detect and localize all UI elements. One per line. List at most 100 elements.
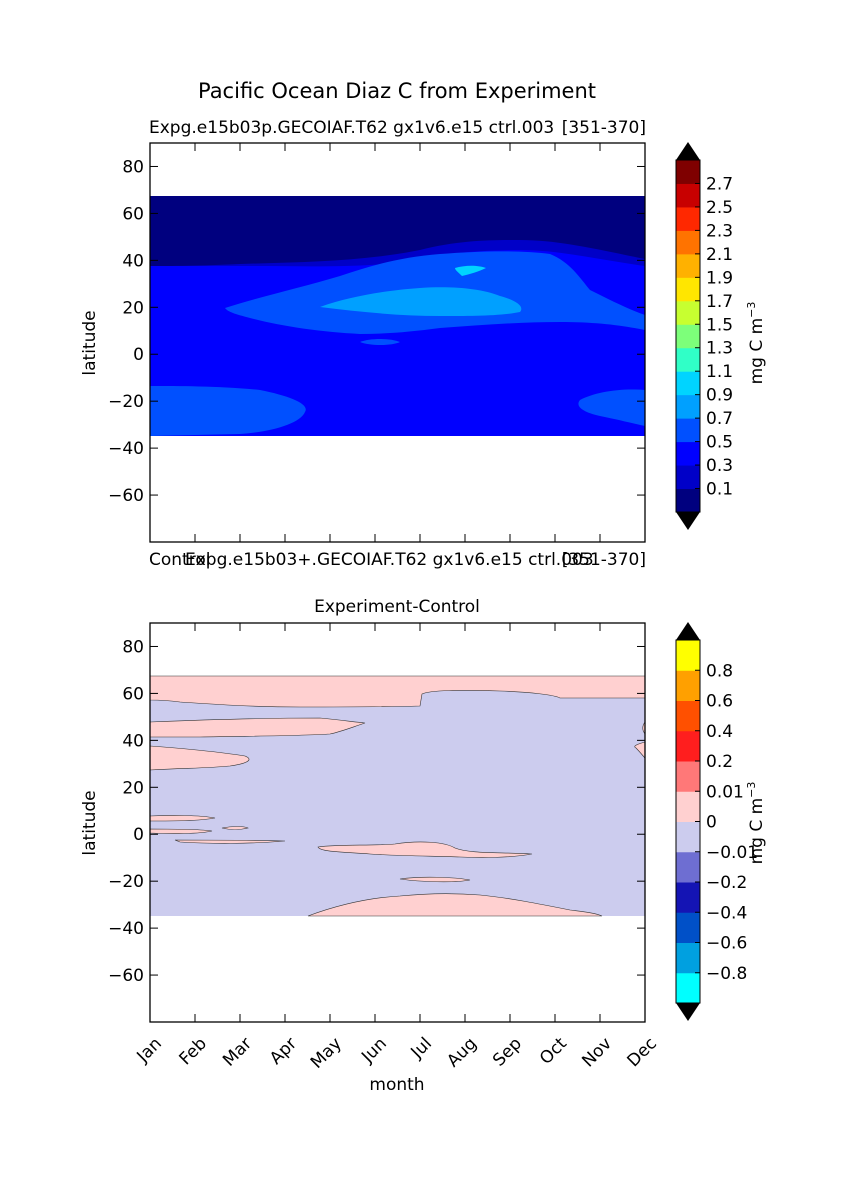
colorbar-band [676,300,700,325]
x-tick-label: May [307,1034,346,1073]
colorbar-tick-label: −0.4 [706,903,747,923]
colorbar-tick-label: −0.2 [706,873,747,893]
contour-region-negative-background [150,676,645,916]
y-tick-label: 40 [122,251,144,271]
y-tick-label: 80 [122,157,144,177]
colorbar-tick-label: 0.7 [706,409,733,429]
x-tick-label: Feb [176,1034,211,1069]
colorbar-band [676,183,700,208]
contour-region-positive-eq-central [317,841,533,858]
colorbar-tick-label: 0.9 [706,386,733,406]
x-tick-label: Sep [489,1034,526,1071]
figure-title: Pacific Ocean Diaz C from Experiment [198,79,596,103]
y-tick-label: −60 [108,966,144,986]
contour-region-below-0.1 [150,196,645,266]
panel2-title-mid: Expg.e15b03+.GECOIAF.T62 gx1v6.e15 ctrl.… [185,550,594,570]
colorbar-band [676,700,700,732]
panel1-colorbar: 0.1 0.3 0.5 0.7 0.9 1.1 1.3 1.5 1.7 1.9 2.1 2.3 2.5 2… [675,142,767,530]
panel1-axes: −60 −40 −20 0 20 40 60 80 [108,143,646,542]
colorbar-band [676,277,700,302]
colorbar-band [676,761,700,792]
x-tick-label: Aug [443,1034,481,1072]
x-tick-label: Mar [219,1034,256,1071]
x-tick-label: Jun [357,1034,391,1068]
colorbar-over-triangle [676,622,700,640]
colorbar-under-triangle [676,512,700,530]
panel-difference: Control Expg.e15b03+.GECOIAF.T62 gx1v6.e… [80,550,767,1095]
panel1-contour-field [150,196,645,436]
y-tick-label: −40 [108,439,144,459]
x-tick-label: Jan [133,1034,166,1067]
panel2-title-right: [351-370] [562,550,646,570]
x-tick-label: Nov [578,1034,616,1072]
contour-region-0.9-1.1 [455,265,486,276]
colorbar-band [676,206,700,231]
colorbar-band [676,394,700,419]
panel2-ylabel: latitude [80,790,100,855]
panel1-plot-frame [149,142,646,543]
colorbar-under-triangle [676,1003,700,1021]
colorbar-band [676,972,700,1004]
colorbar-tick-label: 0.4 [706,722,733,742]
colorbar-tick-label: 2.3 [706,221,733,241]
colorbar-band [676,324,700,349]
colorbar-band [676,791,700,822]
colorbar-tick-label: 1.5 [706,315,733,335]
colorbar-frame [675,159,701,513]
panel2-contour-field [150,675,645,917]
panel2-plot-frame [149,622,646,1023]
colorbar-band [676,882,700,913]
y-tick-label: 60 [122,684,144,704]
contour-region-positive-band-45n [150,717,366,738]
colorbar-band [676,730,700,762]
colorbar-tick-label: 0.5 [706,433,733,453]
colorbar-band [676,670,700,701]
contour-region-positive-5n [150,828,213,834]
colorbar-tick-label: 0 [706,813,717,833]
colorbar-tick-label: 0.01 [706,782,744,802]
contour-region-positive-20s [399,876,471,883]
panel2-title-left: Control [149,550,210,570]
colorbar-over-triangle [676,142,700,160]
colorbar-tick-label: −0.6 [706,934,747,954]
colorbar-tick-label: 1.7 [706,292,733,312]
y-tick-label: 40 [122,731,144,751]
y-tick-label: 60 [122,204,144,224]
contour-region-0.5-0.7-southwest [150,386,306,436]
contour-region-0.5-0.7-equator [360,339,400,345]
colorbar-band [676,488,700,513]
contour-region-positive-north-cap [150,675,645,708]
colorbar-tick-label: 0.3 [706,456,733,476]
colorbar-label-exponent: −3 [745,782,758,798]
y-tick-label: −20 [108,392,144,412]
colorbar-tick-label: 0.6 [706,692,733,712]
y-tick-label: 20 [122,298,144,318]
y-tick-label: −40 [108,919,144,939]
x-tick-label: Apr [266,1034,301,1069]
colorbar-tick-label: 0.2 [706,752,733,772]
colorbar-band [676,347,700,372]
x-tick-label: Oct [536,1034,571,1069]
colorbar-band [676,640,700,671]
colorbar-tick-label: 1.3 [706,339,733,359]
contour-region-positive-band-35n [150,745,250,771]
panel1-title-left: Expg.e15b03p.GECOIAF.T62 gx1v6.e15 ctrl.… [149,118,554,138]
colorbar-label-unit: mg C m [747,318,767,385]
colorbar-tick-label: 0.8 [706,661,733,681]
panel1-title-right: [351-370] [562,118,646,138]
y-tick-label: 80 [122,637,144,657]
colorbar-band [676,418,700,443]
x-tick-label: Jul [407,1034,436,1063]
contour-region-positive-10n [150,815,216,822]
colorbar-band [676,912,700,943]
y-tick-label: −20 [108,872,144,892]
panel2-colorbar: −0.8 −0.6 −0.4 −0.2 −0.01 0 0.01 0.2 0.4 0.6 0.8 mg… [675,622,767,1021]
contour-region-0.7-0.9 [320,287,522,316]
colorbar-band [676,441,700,466]
contour-region-0.5-0.7-southeast [578,389,645,426]
colorbar-band [676,253,700,278]
colorbar-tick-label: 2.1 [706,245,733,265]
panel2-xlabel: month [369,1075,424,1095]
colorbar-band [676,821,700,853]
